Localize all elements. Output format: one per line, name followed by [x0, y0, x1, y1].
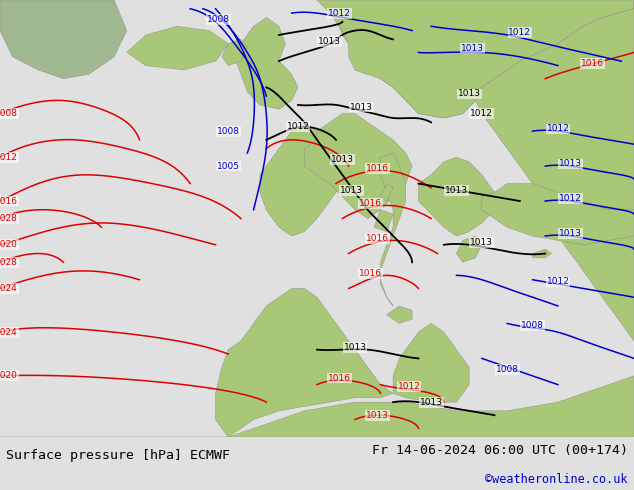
Text: 1013: 1013 — [318, 37, 341, 46]
Text: 1016: 1016 — [366, 164, 389, 173]
Text: 1012: 1012 — [559, 195, 582, 203]
Text: 1024: 1024 — [0, 328, 18, 337]
Text: 1016: 1016 — [359, 269, 382, 278]
Text: Surface pressure [hPa] ECMWF: Surface pressure [hPa] ECMWF — [6, 449, 230, 462]
Text: 1012: 1012 — [287, 122, 309, 131]
Polygon shape — [317, 0, 634, 118]
Text: 1012: 1012 — [470, 109, 493, 118]
Text: ©weatheronline.co.uk: ©weatheronline.co.uk — [485, 473, 628, 486]
Text: 1013: 1013 — [445, 186, 468, 195]
Polygon shape — [533, 249, 552, 258]
Polygon shape — [216, 289, 393, 437]
Text: 1012: 1012 — [508, 28, 531, 37]
Text: 1005: 1005 — [217, 162, 240, 171]
Text: 1012: 1012 — [398, 382, 420, 392]
Polygon shape — [418, 157, 495, 236]
Polygon shape — [0, 376, 634, 437]
Polygon shape — [380, 184, 393, 201]
Polygon shape — [393, 323, 469, 402]
Text: 1013: 1013 — [559, 229, 582, 238]
Text: 1016: 1016 — [581, 59, 604, 68]
Text: 1008: 1008 — [496, 365, 519, 374]
Polygon shape — [482, 184, 634, 245]
Polygon shape — [235, 18, 298, 109]
Polygon shape — [387, 306, 412, 323]
Text: 1016: 1016 — [359, 199, 382, 208]
Text: 1013: 1013 — [340, 186, 363, 195]
Polygon shape — [127, 26, 228, 70]
Text: 1016: 1016 — [366, 234, 389, 243]
Text: 1028: 1028 — [0, 214, 18, 223]
Text: 1013: 1013 — [470, 238, 493, 247]
Polygon shape — [374, 210, 393, 232]
Polygon shape — [260, 122, 349, 236]
Text: 1028: 1028 — [0, 258, 18, 267]
Text: Fr 14-06-2024 06:00 UTC (00+174): Fr 14-06-2024 06:00 UTC (00+174) — [372, 444, 628, 457]
Text: 1013: 1013 — [366, 411, 389, 420]
Text: 1012: 1012 — [547, 124, 569, 133]
Polygon shape — [222, 39, 247, 66]
Text: 1020: 1020 — [0, 371, 18, 380]
Text: 1016: 1016 — [0, 196, 18, 206]
Polygon shape — [336, 0, 476, 118]
Text: 1008: 1008 — [521, 321, 544, 330]
Text: 1013: 1013 — [420, 397, 443, 407]
Text: 1012: 1012 — [0, 153, 18, 162]
Polygon shape — [355, 52, 374, 74]
Polygon shape — [0, 0, 127, 79]
Polygon shape — [380, 153, 406, 306]
Polygon shape — [456, 236, 482, 262]
Text: 1013: 1013 — [559, 159, 582, 169]
Text: 1012: 1012 — [328, 9, 351, 18]
Text: 1024: 1024 — [0, 284, 18, 293]
Text: 1008: 1008 — [207, 15, 230, 24]
Text: 1013: 1013 — [350, 102, 373, 112]
Text: 1013: 1013 — [344, 343, 366, 352]
Polygon shape — [304, 114, 412, 219]
Text: 1016: 1016 — [328, 373, 351, 383]
Text: 1008: 1008 — [217, 126, 240, 136]
Text: 1020: 1020 — [0, 240, 18, 249]
Text: 1012: 1012 — [547, 277, 569, 287]
Polygon shape — [476, 0, 634, 341]
Text: 1013: 1013 — [461, 44, 484, 52]
Text: 1013: 1013 — [331, 155, 354, 164]
Text: 1013: 1013 — [458, 90, 481, 98]
Text: 1008: 1008 — [0, 109, 18, 118]
